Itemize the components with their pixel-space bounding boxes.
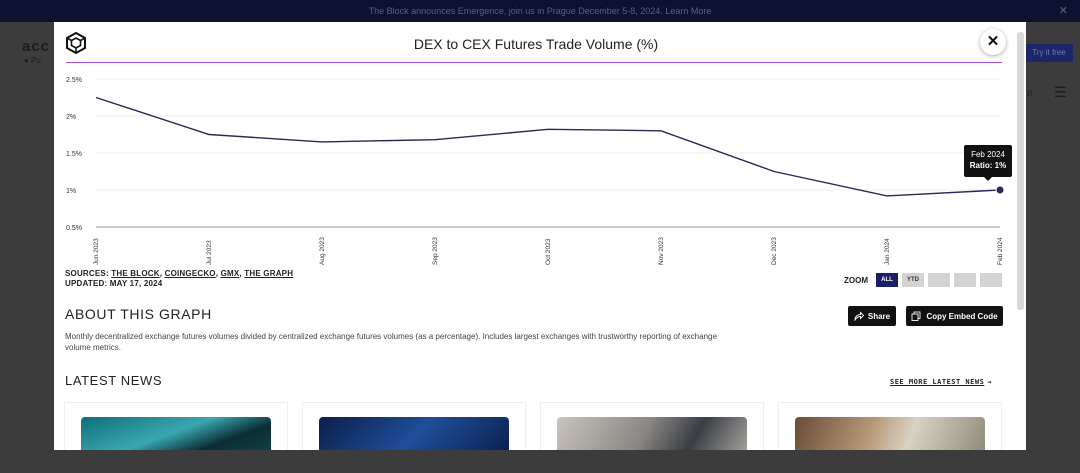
arrow-right-icon: → (987, 378, 993, 386)
y-tick-label: 2% (66, 114, 76, 121)
zoom-option-button[interactable] (954, 273, 976, 287)
zoom-ytd-button[interactable]: YTD (902, 273, 924, 287)
y-tick-label: 2.5% (66, 77, 82, 84)
site-subnav: ● Pu (24, 56, 41, 65)
copy-embed-code-button[interactable]: Copy Embed Code (906, 306, 1003, 326)
news-thumbnail[interactable] (319, 417, 509, 450)
zoom-controls: ZOOM ALL YTD (844, 273, 1002, 287)
tooltip-date: Feb 2024 (971, 150, 1005, 159)
zoom-all-button[interactable]: ALL (876, 273, 898, 287)
x-tick-label: Nov 2023 (658, 237, 665, 265)
copy-embed-label: Copy Embed Code (926, 311, 998, 321)
announcement-text[interactable]: The Block announces Emergence, join us i… (368, 6, 712, 16)
zoom-option-button[interactable] (928, 273, 950, 287)
zoom-option-button[interactable] (980, 273, 1002, 287)
site-logo: acc (22, 38, 51, 55)
x-tick-label: Oct 2023 (545, 238, 552, 265)
source-link-gmx[interactable]: GMX (220, 269, 240, 278)
news-card[interactable] (778, 402, 1002, 450)
try-free-button[interactable]: Try it free (1025, 44, 1073, 62)
x-tick-label: Jan 2024 (884, 238, 891, 265)
copy-icon (911, 311, 921, 321)
source-link-the-graph[interactable]: THE GRAPH (244, 269, 294, 278)
search-icon[interactable]: ⌕ (1026, 84, 1034, 100)
updated-date: UPDATED: MAY 17, 2024 (65, 279, 163, 288)
hamburger-menu-icon[interactable]: ☰ (1054, 84, 1067, 100)
sources-label: SOURCES: (65, 269, 109, 278)
data-point (995, 185, 1005, 195)
news-card[interactable] (64, 402, 288, 450)
y-tick-label: 0.5% (66, 225, 82, 232)
news-thumbnail[interactable] (795, 417, 985, 450)
close-modal-button[interactable]: ✕ (980, 29, 1006, 55)
x-tick-label: Dec 2023 (771, 237, 778, 265)
zoom-label: ZOOM (844, 275, 868, 285)
share-icon (854, 311, 864, 321)
tooltip-ratio: Ratio: 1% (969, 161, 1007, 170)
share-button[interactable]: Share (848, 306, 896, 326)
x-tick-label: Feb 2024 (997, 237, 1004, 265)
sources-line: SOURCES: THE BLOCK, COINGECKO, GMX, THE … (65, 269, 294, 278)
title-divider (66, 62, 1002, 63)
news-thumbnail[interactable] (81, 417, 271, 450)
series-line (95, 96, 1001, 197)
about-graph-description: Monthly decentralized exchange futures v… (65, 332, 717, 352)
x-tick-label: Aug 2023 (319, 237, 326, 265)
announcement-close-icon[interactable]: ✕ (1058, 5, 1068, 17)
latest-news-heading: LATEST NEWS (65, 373, 163, 388)
y-tick-label: 1.5% (66, 151, 82, 158)
source-link-coingecko[interactable]: COINGECKO (164, 269, 216, 278)
x-tick-label: Jul 2023 (206, 240, 213, 265)
news-card[interactable] (540, 402, 764, 450)
the-block-logo-icon (66, 31, 86, 55)
x-tick-label: Jun 2023 (93, 238, 100, 265)
news-card[interactable] (302, 402, 526, 450)
about-graph-heading: ABOUT THIS GRAPH (65, 306, 212, 322)
chart-modal: DEX to CEX Futures Trade Volume (%) ✕ 0.… (54, 22, 1026, 450)
news-thumbnail[interactable] (557, 417, 747, 450)
modal-scrollbar[interactable] (1017, 32, 1024, 310)
source-link-the-block[interactable]: THE BLOCK (111, 269, 160, 278)
announcement-bar[interactable]: The Block announces Emergence, join us i… (0, 0, 1080, 22)
share-label: Share (867, 311, 891, 321)
line-chart: 0.5% 1% 1.5% 2% 2.5% Jun 2023 Jul 2023 Aug 2023… (66, 77, 1005, 265)
see-more-label[interactable]: SEE MORE LATEST NEWS (890, 378, 985, 386)
x-tick-label: Sep 2023 (432, 237, 439, 265)
chart-title: DEX to CEX Futures Trade Volume (%) (413, 36, 659, 52)
see-more-news-link[interactable]: SEE MORE LATEST NEWS → (890, 378, 992, 386)
y-tick-label: 1% (66, 188, 76, 195)
chart-tooltip: Feb 2024 Ratio: 1% (964, 145, 1012, 181)
